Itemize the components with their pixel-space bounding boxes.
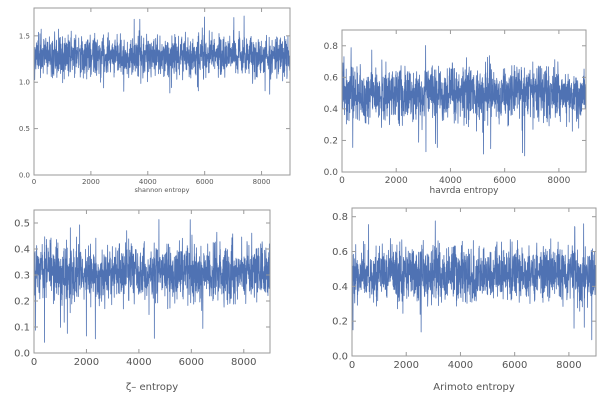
x-tick-label: 8000 [547, 176, 570, 186]
series-trace [341, 45, 587, 157]
x-tick-label: 2000 [74, 357, 99, 368]
y-tick-label: 0.8 [324, 42, 339, 52]
y-tick-label: 0.0 [332, 352, 348, 363]
chart-svg: 0 2000 4000 6000 8000 0.0 0.5 1.0 1.5 shannon ent… [19, 7, 291, 194]
x-tick-label: 0 [31, 357, 37, 368]
x-tick-label: 4000 [139, 178, 157, 186]
y-tick-label: 0.5 [19, 125, 30, 133]
chart-zeta-entropy: 0 2000 4000 6000 8000 0.0 0.1 0.2 0.3 0.4 0.5 ζ– en… [2, 202, 302, 398]
x-tick-label: 6000 [502, 360, 527, 371]
x-tick-label: 4000 [448, 360, 473, 371]
x-tick-label: 6000 [179, 357, 204, 368]
x-axis-label: shannon entropy [134, 186, 189, 194]
x-tick-label: 0 [339, 176, 345, 186]
series-trace [33, 15, 291, 95]
y-tick-label: 1.0 [19, 79, 30, 87]
x-axis-label: havrda entropy [430, 186, 500, 196]
y-tick-label: 0.5 [14, 219, 30, 230]
series-trace [351, 220, 597, 341]
x-tick-label: 8000 [556, 360, 581, 371]
y-tick-label: 1.5 [19, 32, 30, 40]
plot-frame [33, 209, 271, 354]
y-tick-label: 0.4 [332, 282, 348, 293]
chart-shannon-entropy: 0 2000 4000 6000 8000 0.0 0.5 1.0 1.5 shannon ent… [2, 4, 302, 198]
y-tick-label: 0.8 [332, 212, 348, 223]
y-tick-label: 0.6 [332, 247, 348, 258]
y-tick-label: 0.6 [324, 73, 339, 83]
y-tick-label: 0.3 [14, 271, 30, 282]
plot-frame [33, 7, 291, 176]
chart-svg: 0 2000 4000 6000 8000 0.0 0.1 0.2 0.3 0.4 0.5 ζ– en… [14, 209, 271, 393]
y-tick-label: 0.2 [14, 297, 30, 308]
y-tick-label: 0.0 [14, 349, 30, 360]
chart-arimoto-entropy: 0 2000 4000 6000 8000 0.0 0.2 0.4 0.6 0.8 Arimoto … [310, 202, 610, 398]
y-tick-label: 0.1 [14, 323, 30, 334]
x-tick-label: 8000 [253, 178, 271, 186]
x-axis-label: Arimoto entropy [433, 382, 515, 393]
x-tick-label: 6000 [493, 176, 516, 186]
chart-svg: 0 2000 4000 6000 8000 0.0 0.2 0.4 0.6 0.8 havrda e… [324, 29, 587, 196]
x-tick-label: 8000 [231, 357, 256, 368]
x-axis-label: ζ– entropy [126, 382, 178, 393]
x-tick-label: 4000 [126, 357, 151, 368]
y-tick-label: 0.2 [332, 317, 348, 328]
x-tick-label: 2000 [385, 176, 408, 186]
y-tick-label: 0.2 [324, 137, 338, 147]
x-tick-label: 2000 [82, 178, 100, 186]
chart-havrda-entropy: 0 2000 4000 6000 8000 0.0 0.2 0.4 0.6 0.8 havrda e… [310, 4, 610, 198]
x-tick-label: 0 [349, 360, 355, 371]
x-tick-label: 0 [32, 178, 36, 186]
plot-frame [351, 207, 597, 357]
x-tick-label: 6000 [196, 178, 214, 186]
y-tick-label: 0.0 [19, 171, 30, 179]
series-trace [33, 219, 271, 343]
y-tick-label: 0.0 [324, 168, 339, 178]
y-tick-label: 0.4 [14, 245, 30, 256]
x-tick-label: 4000 [439, 176, 462, 186]
chart-svg: 0 2000 4000 6000 8000 0.0 0.2 0.4 0.6 0.8 Arimoto … [332, 207, 597, 393]
y-tick-label: 0.4 [324, 105, 339, 115]
x-tick-label: 2000 [393, 360, 418, 371]
plot-frame [341, 29, 587, 173]
